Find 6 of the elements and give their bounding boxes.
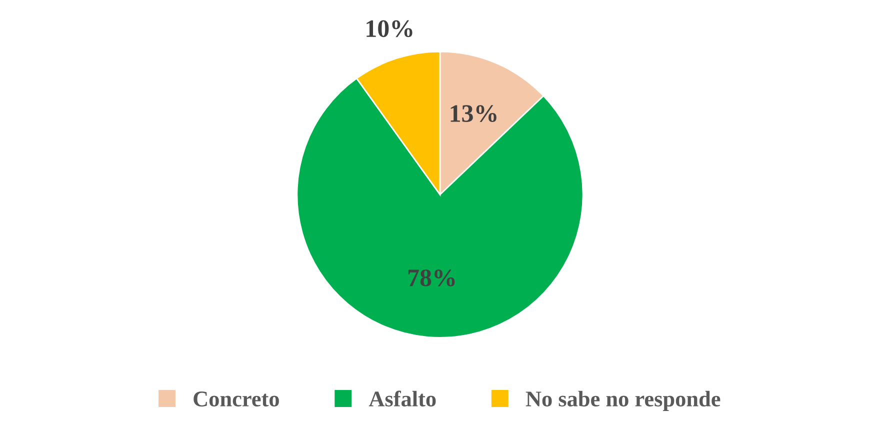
data-label: 10% (366, 20, 412, 38)
data-label: 78% (408, 269, 455, 286)
legend-label: Concreto (194, 392, 279, 406)
legend-label: No sabe no responde (526, 390, 720, 411)
legend-label: Asfalto (368, 390, 436, 406)
data-label: 13% (450, 105, 496, 122)
